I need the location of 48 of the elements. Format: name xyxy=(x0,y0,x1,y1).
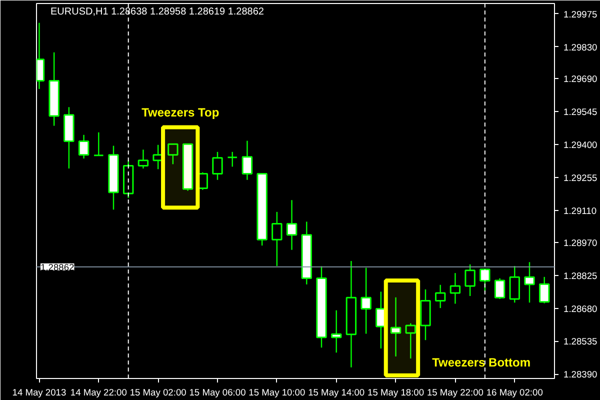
y-tick-label: 1.29830 xyxy=(564,42,598,52)
candlestick xyxy=(509,265,520,304)
candlestick xyxy=(93,132,104,156)
candlestick xyxy=(242,140,253,180)
candlestick xyxy=(227,151,238,168)
candlestick xyxy=(78,134,90,160)
candlestick xyxy=(390,296,402,358)
x-tick-label: 16 May 02:00 xyxy=(486,388,543,398)
x-tick-label: 15 May 06:00 xyxy=(189,388,246,398)
x-tick-label: 14 May 22:00 xyxy=(70,388,127,398)
x-tick-label: 15 May 14:00 xyxy=(308,388,365,398)
y-tick-label: 1.29545 xyxy=(564,107,598,118)
x-tick-label: 15 May 10:00 xyxy=(248,388,306,398)
candlestick xyxy=(494,278,506,300)
y-tick-label: 1.28680 xyxy=(564,304,598,314)
candlestick xyxy=(464,264,476,297)
ref-line-label: 1.28862 xyxy=(40,262,74,272)
x-tick-label: 15 May 02:00 xyxy=(130,388,186,398)
y-tick-label: 1.29690 xyxy=(564,74,598,84)
candlestick xyxy=(524,262,535,304)
y-tick-label: 1.29255 xyxy=(564,173,598,184)
candlestick xyxy=(138,149,149,170)
candlestick xyxy=(405,322,416,360)
x-tick-label: 15 May 18:00 xyxy=(368,388,424,398)
y-tick-label: 1.29400 xyxy=(564,140,598,150)
candlestick xyxy=(376,291,386,350)
candlestick xyxy=(152,144,164,170)
candlestick xyxy=(212,151,223,180)
candlestick xyxy=(538,276,550,304)
candlestick xyxy=(286,199,298,250)
candlestick xyxy=(197,172,208,190)
band-label: Tweezers Top xyxy=(142,105,220,120)
candlestick xyxy=(272,211,282,267)
candlestick xyxy=(450,272,461,304)
y-tick-label: 1.28535 xyxy=(564,336,598,347)
y-tick-label: 1.28970 xyxy=(564,238,598,248)
y-tick-label: 1.29110 xyxy=(564,206,597,216)
x-tick-label: 15 May 22:00 xyxy=(426,388,484,398)
candlestick xyxy=(331,310,342,354)
candlestick xyxy=(360,267,372,334)
x-tick-label: 14 May 2013 xyxy=(12,388,66,398)
y-tick-label: 1.28825 xyxy=(564,270,598,281)
candlestick xyxy=(168,143,178,165)
candlestick xyxy=(434,284,446,309)
band-label: Tweezers Bottom xyxy=(432,355,531,370)
chart-title: EURUSD,H1 1.28638 1.28958 1.28619 1.28862 xyxy=(50,6,264,18)
y-tick-label: 1.29975 xyxy=(564,9,598,20)
y-tick-label: 1.28390 xyxy=(564,370,598,380)
